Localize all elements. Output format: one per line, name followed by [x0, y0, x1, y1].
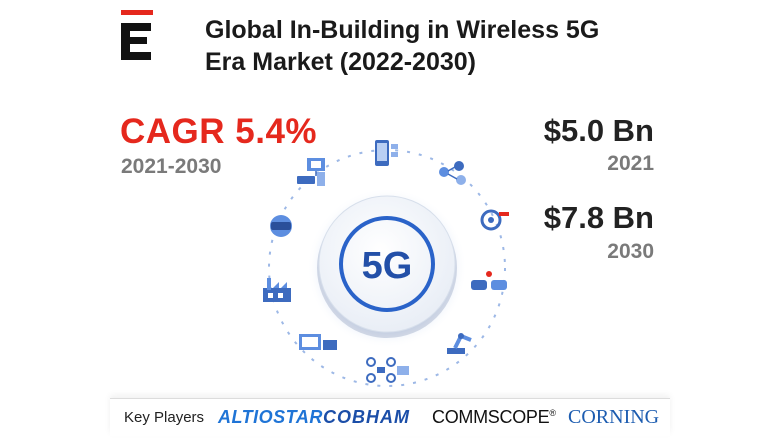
- smart-home-icon: [297, 158, 325, 186]
- page-title: Global In-Building in Wireless 5G Era Ma…: [205, 14, 675, 78]
- cagr-value: CAGR 5.4%: [120, 112, 318, 151]
- 5g-hub-diagram: 5G: [263, 140, 509, 387]
- company-logo-commscope: COMMSCOPE®: [432, 407, 556, 428]
- key-players-bar: [110, 398, 670, 436]
- company-logo-cobham: COBHAM: [323, 407, 410, 427]
- market-value-2030: $7.8 Bn: [543, 200, 654, 235]
- hub-disc: [318, 195, 456, 333]
- company-logo-corning: CORNING: [568, 406, 660, 428]
- payment-screens-icon: [299, 334, 337, 350]
- connected-gear-icon: [480, 209, 509, 231]
- market-year-2021: 2021: [607, 152, 654, 175]
- hub-center-label: 5G: [362, 245, 413, 287]
- market-value-2021: $5.0 Bn: [543, 113, 654, 148]
- connected-cars-icon: [471, 271, 507, 290]
- iot-devices-icon: [439, 161, 466, 185]
- cagr-period: 2021-2030: [121, 155, 222, 178]
- title-line-2: Era Market (2022-2030): [205, 48, 476, 76]
- drone-icon: [366, 357, 409, 383]
- vr-headset-icon: [270, 215, 292, 237]
- orbit-ring: [268, 149, 506, 387]
- hub-ring: [339, 216, 435, 312]
- brand-logo-icon: [121, 10, 153, 60]
- robotic-arm-icon: [447, 333, 472, 354]
- market-year-2030: 2030: [607, 240, 654, 263]
- key-players-label: Key Players: [124, 409, 205, 426]
- company-logo-altiostar: ALTIOSTAR: [218, 407, 323, 427]
- commscope-registered-mark: ®: [549, 408, 556, 418]
- title-line-1: Global In-Building in Wireless 5G: [205, 16, 600, 44]
- smartphone-icon: [375, 140, 398, 166]
- factory-icon: [263, 278, 291, 302]
- commscope-name: COMMSCOPE: [432, 407, 550, 427]
